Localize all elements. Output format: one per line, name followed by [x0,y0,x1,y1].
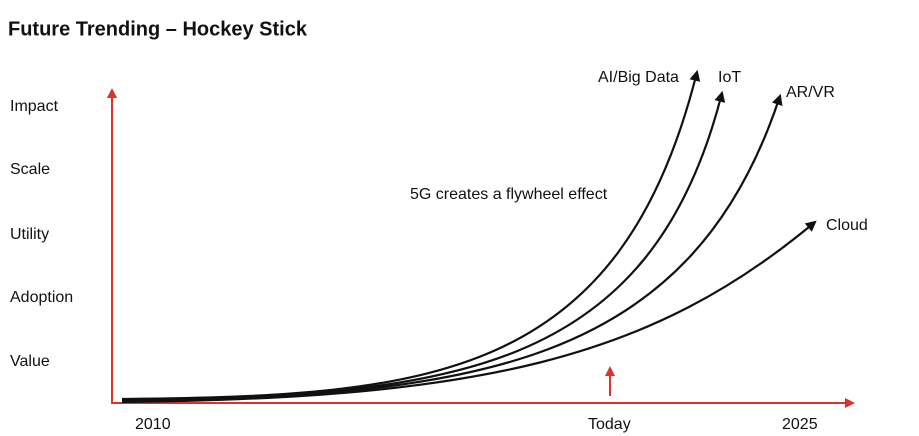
curve [121,93,783,403]
curve-label: AR/VR [786,84,835,101]
y-label: Value [10,353,50,370]
y-label: Scale [10,161,50,178]
curve [121,69,701,401]
curve-label: AI/Big Data [598,69,679,86]
y-label: Impact [10,98,59,115]
x-label: 2010 [135,416,171,433]
title: Future Trending – Hockey Stick [8,18,308,40]
y-label: Adoption [10,289,73,306]
curve [121,90,726,402]
curve-label: Cloud [826,217,868,234]
x-label: Today [588,416,631,433]
curve-label: IoT [718,69,741,86]
x-label: 2025 [782,416,818,433]
curve [121,220,817,404]
y-label: Utility [10,226,49,243]
annotation: 5G creates a flywheel effect [410,186,608,203]
